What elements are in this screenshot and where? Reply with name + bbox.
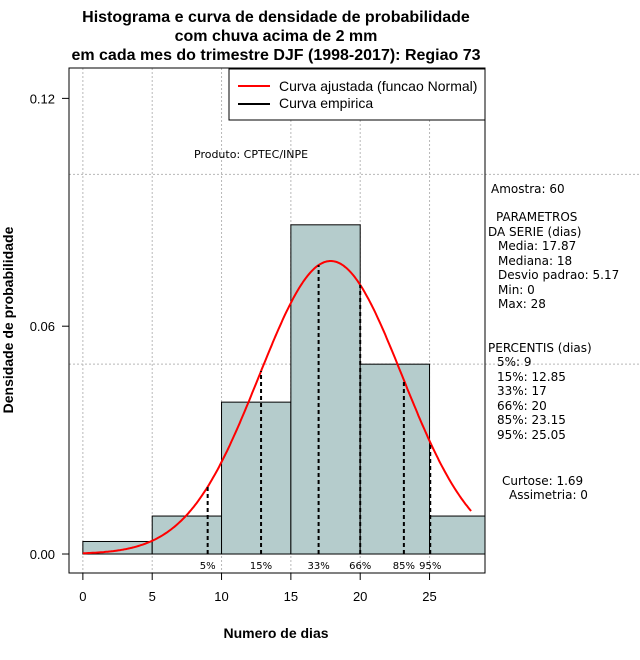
percentile-label-4: 85% (393, 561, 415, 572)
stat-p5: 5%: 9 (497, 355, 532, 369)
stat-desvio: Desvio padrao: 5.17 (498, 268, 619, 282)
percentile-lines: 5% 15% 33% 66% 85% 95% (200, 265, 441, 572)
y-axis-label: Densidade de probabilidade (0, 226, 16, 413)
percentile-label-1: 15% (250, 561, 272, 572)
histogram-bar-4 (359, 363, 431, 555)
y-tick-label-2: 0.12 (30, 91, 55, 106)
x-tick-label-0: 0 (79, 589, 86, 604)
stat-param-title-1: PARAMETROS (496, 210, 577, 224)
chart-title-line-3: em cada mes do trimestre DJF (1998-2017)… (71, 47, 480, 64)
x-tick-label-25: 25 (422, 589, 436, 604)
x-tick-label-20: 20 (353, 589, 367, 604)
percentile-label-0: 5% (200, 561, 216, 572)
normal-curve-layer (82, 260, 472, 555)
stat-p95: 95%: 25.05 (497, 428, 566, 442)
stat-p15: 15%: 12.85 (497, 370, 566, 384)
statistics-panel: Amostra: 60 PARAMETROS DA SERIE (dias) M… (488, 182, 619, 502)
legend-label-empirical: Curva empirica (279, 95, 373, 111)
x-tick-label-15: 15 (284, 589, 298, 604)
histogram-bars (82, 224, 486, 555)
stat-param-title-2: DA SERIE (dias) (488, 225, 581, 239)
stat-p66: 66%: 20 (497, 399, 547, 413)
stat-mediana: Mediana: 18 (498, 254, 572, 268)
percentile-label-3: 66% (349, 561, 371, 572)
percentile-label-2: 33% (307, 561, 329, 572)
stat-p33: 33%: 17 (497, 384, 547, 398)
histogram-bar-2 (221, 401, 292, 555)
axes: 0 5 10 15 20 25 0.00 0.06 0.12 (30, 91, 437, 604)
x-axis-label: Numero de dias (223, 625, 328, 641)
histogram-bar-5 (429, 515, 486, 555)
y-tick-label-1: 0.06 (30, 319, 55, 334)
legend-label-normal: Curva ajustada (funcao Normal) (279, 78, 477, 94)
product-annotation: Produto: CPTEC/INPE (194, 148, 308, 161)
stat-curtose: Curtose: 1.69 (502, 474, 583, 488)
legend: Curva ajustada (funcao Normal) Curva emp… (228, 68, 486, 121)
y-tick-label-0: 0.00 (30, 547, 55, 562)
stat-assimetria: Assimetria: 0 (509, 488, 588, 502)
stat-media: Media: 17.87 (498, 239, 576, 253)
chart-title-line-1: Histograma e curva de densidade de proba… (82, 9, 470, 26)
stat-p85: 85%: 23.15 (497, 413, 566, 427)
stat-amostra: Amostra: 60 (491, 182, 565, 196)
normal-fit-curve (82, 260, 472, 555)
x-tick-label-5: 5 (149, 589, 156, 604)
x-tick-label-10: 10 (214, 589, 228, 604)
stat-perc-title: PERCENTIS (dias) (488, 341, 592, 355)
legend-box (228, 68, 486, 121)
histogram-bar-3 (290, 224, 361, 555)
stat-min: Min: 0 (498, 283, 535, 297)
plot-frame (68, 67, 486, 574)
stat-max: Max: 28 (498, 297, 546, 311)
percentile-label-5: 95% (419, 561, 441, 572)
chart-title-line-2: com chuva acima de 2 mm (175, 28, 378, 45)
